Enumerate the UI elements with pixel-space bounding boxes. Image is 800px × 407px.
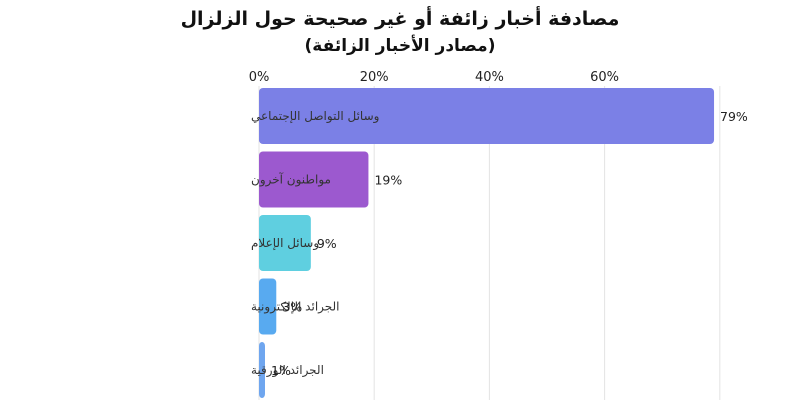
category-labels: وسائل التواصل الإجتماعي مواطنون آخرون وسائ… (251, 109, 379, 378)
category-label: الجرائد الورقية (251, 363, 324, 378)
x-tick-label: 40% (475, 70, 504, 85)
x-tick-label: 20% (360, 70, 389, 85)
category-label: وسائل التواصل الإجتماعي (251, 109, 379, 124)
bar (259, 342, 265, 398)
x-axis-ticks: 0% 20% 40% 60% (249, 70, 619, 85)
bar (259, 215, 311, 271)
value-labels: 79% 19% 9% 3% 1% (271, 109, 748, 378)
bar (259, 88, 715, 144)
value-label: 9% (317, 236, 337, 251)
bar (259, 278, 277, 335)
chart-title: مصادفة أخبار زائفة أو غير صحيحة حول الزل… (180, 8, 620, 30)
value-label: 79% (720, 109, 748, 124)
bars (259, 88, 715, 398)
x-tick-label: 0% (249, 70, 270, 85)
value-label: 19% (374, 173, 402, 188)
value-label: 1% (271, 363, 291, 378)
category-label: الجرائد الإلكترونية (251, 300, 340, 315)
category-label: مواطنون آخرون (251, 172, 331, 188)
x-tick-label: 60% (590, 70, 619, 85)
chart-subtitle: (مصادر الأخبار الزائفة) (304, 36, 496, 56)
bar (259, 151, 369, 208)
category-label: وسائل الإعلام (251, 236, 319, 251)
value-label: 3% (282, 300, 302, 315)
